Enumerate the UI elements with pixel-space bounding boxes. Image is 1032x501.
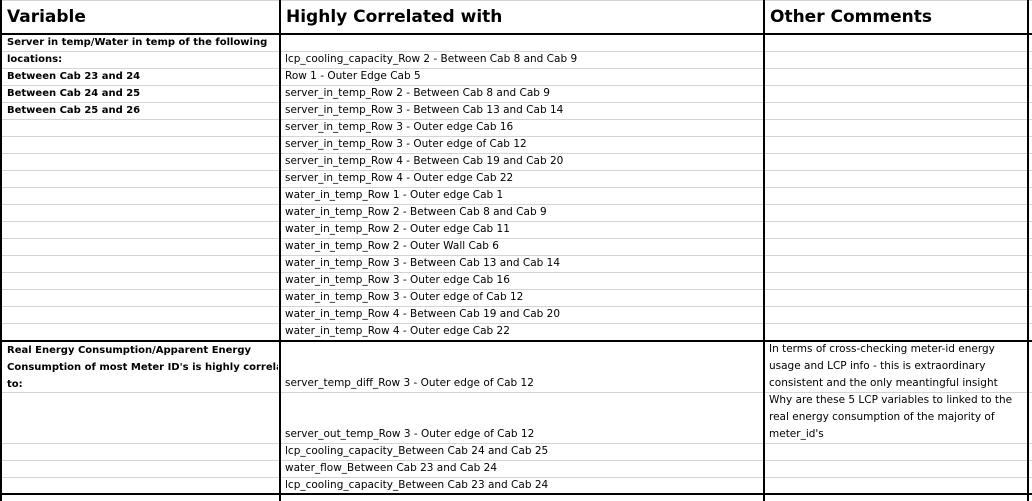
gridline — [0, 272, 1032, 273]
gridline — [0, 306, 1032, 307]
section-border — [0, 340, 1032, 342]
comment-text: real energy consumption of the majority … — [769, 411, 995, 423]
comment-text: consistent and the only meantingful insi… — [769, 377, 998, 389]
correlated-item: server_in_temp_Row 2 - Between Cab 8 and… — [285, 87, 550, 99]
gridline — [0, 221, 1032, 222]
comment-text: meter_id's — [769, 428, 824, 440]
correlated-item: water_in_temp_Row 3 - Outer edge of Cab … — [285, 291, 524, 303]
correlated-item: server_out_temp_Row 3 - Outer edge of Ca… — [285, 428, 535, 440]
correlated-item: server_temp_diff_Row 3 - Outer edge of C… — [285, 377, 534, 389]
gridline — [0, 51, 1032, 52]
gridline — [0, 136, 1032, 137]
variable-text: to: — [7, 379, 23, 390]
correlated-item: water_in_temp_Row 2 - Outer edge Cab 11 — [285, 223, 510, 235]
correlated-item: water_in_temp_Row 3 - Outer edge Cab 16 — [285, 274, 510, 286]
correlated-item: water_flow_Between Cab 23 and Cab 24 — [285, 462, 498, 474]
comment-text: Why are these 5 LCP variables to linked … — [769, 394, 1013, 406]
variable-text: Real Energy Consumption/Apparent Energy — [7, 345, 252, 356]
header-border — [0, 33, 1032, 35]
column-border — [1027, 0, 1029, 501]
comment-text: usage and LCP info - this is extraordina… — [769, 360, 986, 372]
variable-text: Between Cab 25 and 26 — [7, 105, 141, 116]
gridline — [0, 477, 1032, 478]
column-border — [0, 0, 2, 501]
gridline — [0, 392, 1032, 393]
column-border — [279, 0, 281, 501]
variable-text: locations: — [7, 54, 63, 65]
header-variable: Variable — [7, 7, 86, 27]
table-bottom-border — [0, 493, 1032, 495]
header-highly-correlated: Highly Correlated with — [286, 7, 503, 27]
correlated-item: water_in_temp_Row 4 - Between Cab 19 and… — [285, 308, 560, 320]
correlated-item: server_in_temp_Row 3 - Between Cab 13 an… — [285, 104, 564, 116]
gridline — [0, 187, 1032, 188]
variable-text: Between Cab 24 and 25 — [7, 88, 141, 99]
correlated-item: water_in_temp_Row 2 - Outer Wall Cab 6 — [285, 240, 499, 252]
gridline — [0, 255, 1032, 256]
gridline — [0, 0, 1032, 1]
variable-text: Between Cab 23 and 24 — [7, 71, 141, 82]
correlated-item: water_in_temp_Row 2 - Between Cab 8 and … — [285, 206, 547, 218]
gridline — [0, 289, 1032, 290]
gridline — [0, 102, 1032, 103]
gridline — [0, 153, 1032, 154]
gridline — [0, 238, 1032, 239]
correlated-item: server_in_temp_Row 4 - Between Cab 19 an… — [285, 155, 564, 167]
correlated-item: lcp_cooling_capacity_Row 2 - Between Cab… — [285, 53, 578, 65]
correlated-item: water_in_temp_Row 3 - Between Cab 13 and… — [285, 257, 560, 269]
gridline — [0, 68, 1032, 69]
correlated-item: water_in_temp_Row 1 - Outer edge Cab 1 — [285, 189, 504, 201]
variable-text: Consumption of most Meter ID's is highly… — [7, 362, 278, 373]
gridline — [0, 323, 1032, 324]
correlated-item: water_in_temp_Row 4 - Outer edge Cab 22 — [285, 325, 510, 337]
correlated-item: lcp_cooling_capacity_Between Cab 24 and … — [285, 445, 549, 457]
header-other-comments: Other Comments — [770, 7, 932, 27]
variable-text: Server in temp/Water in temp of the foll… — [7, 37, 268, 48]
column-border — [763, 0, 765, 501]
correlated-item: lcp_cooling_capacity_Between Cab 23 and … — [285, 479, 549, 491]
correlated-item: server_in_temp_Row 3 - Outer edge Cab 16 — [285, 121, 514, 133]
comment-text: In terms of cross-checking meter-id ener… — [769, 343, 995, 355]
gridline — [0, 204, 1032, 205]
gridline — [0, 170, 1032, 171]
correlated-item: server_in_temp_Row 4 - Outer edge Cab 22 — [285, 172, 514, 184]
correlated-item: Row 1 - Outer Edge Cab 5 — [285, 70, 421, 82]
gridline — [0, 443, 1032, 444]
correlated-item: server_in_temp_Row 3 - Outer edge of Cab… — [285, 138, 527, 150]
gridline — [0, 119, 1032, 120]
gridline — [0, 85, 1032, 86]
gridline — [0, 460, 1032, 461]
